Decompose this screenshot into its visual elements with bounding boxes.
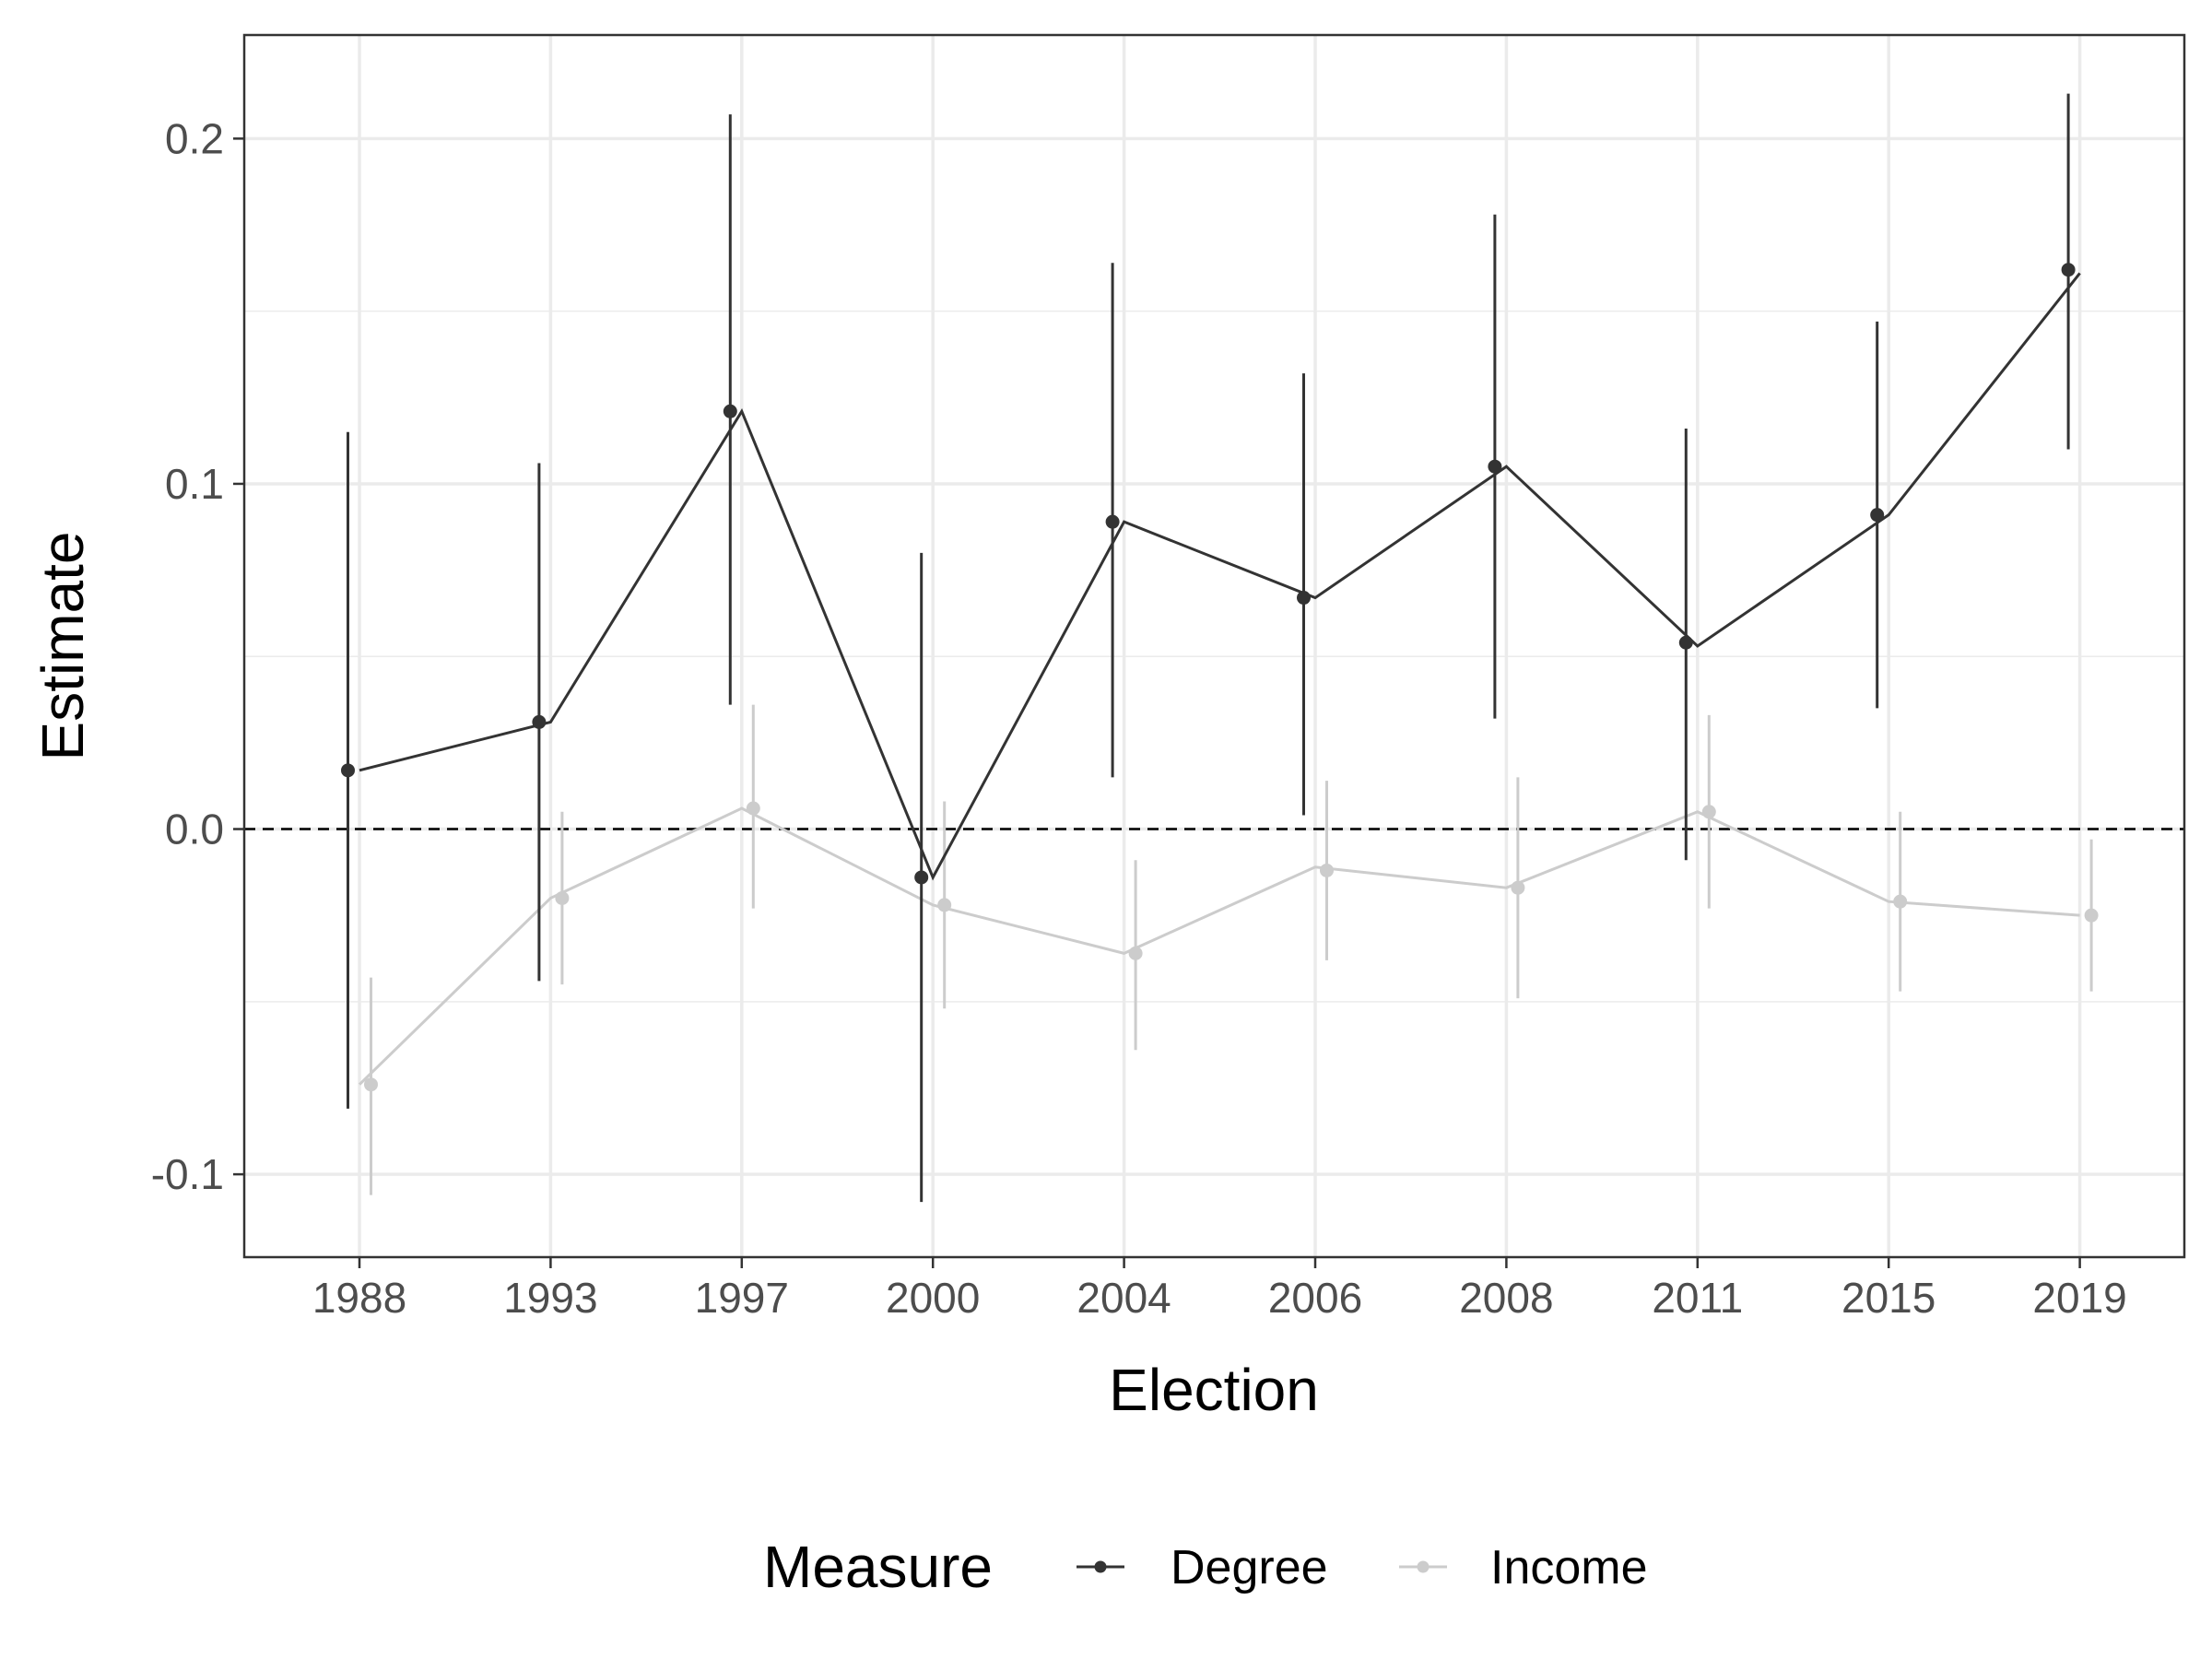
point-income [1128,946,1143,960]
legend-title: Measure [763,1534,993,1600]
y-tick-label: 0.1 [165,460,224,508]
point-income [1511,880,1525,895]
line-income [358,806,2080,1086]
point-degree [1297,591,1311,606]
x-tick-label: 2004 [1077,1274,1171,1322]
series-layer [341,93,2099,1203]
point-income [746,801,760,816]
point-income [1320,863,1334,877]
series-degree [341,93,2081,1203]
line-degree [359,272,2081,881]
point-degree [1678,635,1693,650]
y-tick-label: 0.2 [165,114,224,162]
panel-border [242,33,2186,1259]
point-income [2084,908,2099,923]
legend-point-income [1417,1560,1430,1573]
x-tick-label: 1997 [695,1274,789,1322]
x-tick-label: 1988 [312,1274,406,1322]
x-tick-label: 2015 [1841,1274,1936,1322]
point-income [364,1077,378,1092]
legend: Measure Degree Income [763,1534,1648,1600]
point-degree [341,763,355,778]
legend-key-degree [1077,1560,1124,1573]
point-degree [532,714,547,729]
point-income [555,890,570,905]
legend-label-income: Income [1490,1541,1648,1594]
y-axis: 0.2 0.1 0.0 -0.1 [151,114,244,1198]
x-tick-label: 2000 [886,1274,980,1322]
y-axis-title: Estimate [29,532,96,761]
x-tick-label: 1993 [503,1274,597,1322]
point-degree [1488,459,1502,474]
x-tick-label: 2019 [2032,1274,2126,1322]
x-axis: 1988 1993 1997 2000 2004 2006 2008 2011 2015 2019 [312,1257,2127,1322]
point-degree [914,870,929,885]
panel-background [244,35,2184,1257]
legend-label-degree: Degree [1171,1541,1328,1594]
point-income [937,898,952,912]
x-tick-label: 2011 [1652,1274,1743,1322]
y-tick-label: 0.0 [165,806,224,853]
point-income [1701,805,1716,819]
point-degree [1105,514,1120,529]
x-axis-title: Election [1109,1357,1319,1423]
legend-key-income [1399,1560,1447,1573]
y-tick-label: -0.1 [151,1150,224,1198]
point-degree [2061,263,2076,277]
point-degree [723,404,737,418]
legend-point-degree [1094,1560,1107,1573]
grid-minor [244,310,2184,1003]
series-income [358,704,2099,1195]
point-degree [1870,508,1885,523]
point-income [1893,894,1908,909]
x-tick-label: 2008 [1459,1274,1553,1322]
x-tick-label: 2006 [1268,1274,1362,1322]
